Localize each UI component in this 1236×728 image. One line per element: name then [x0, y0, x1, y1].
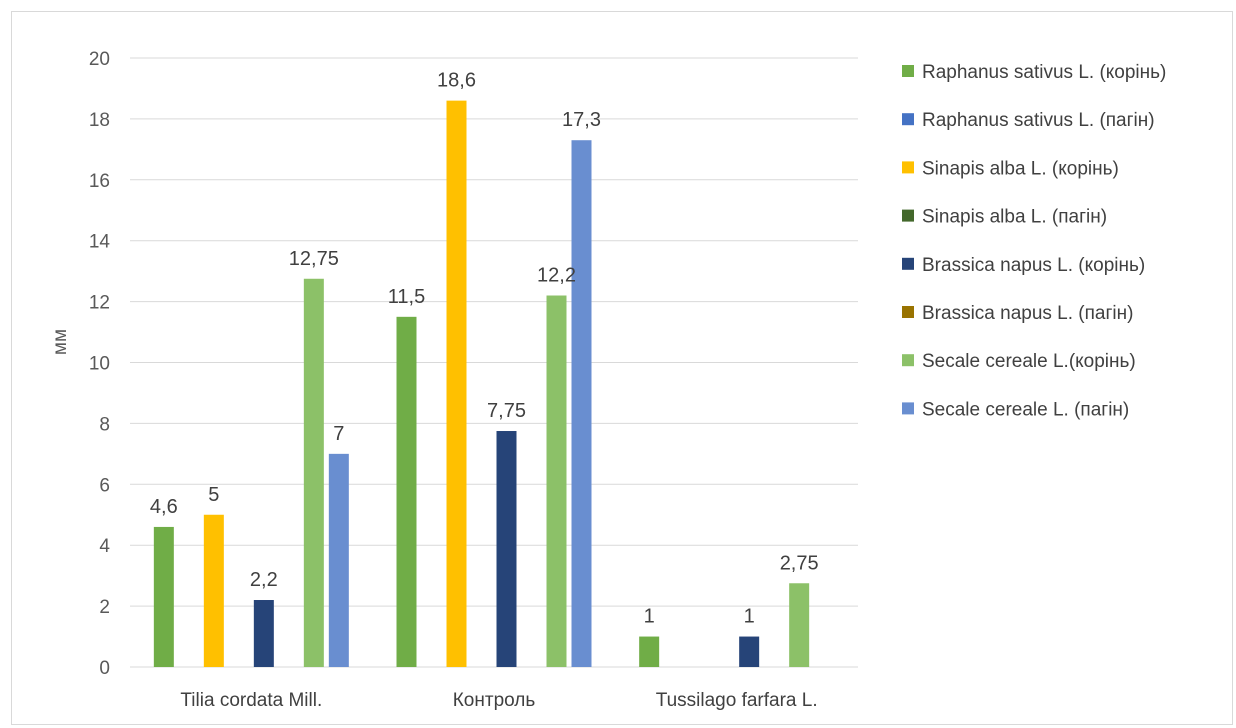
- legend-swatch: [902, 209, 914, 222]
- bar: [328, 453, 349, 667]
- bar: [639, 636, 660, 667]
- data-label: 17,3: [562, 109, 601, 131]
- bar: [571, 140, 592, 668]
- legend-entry: Sinapis alba L. (пагін): [922, 207, 1107, 228]
- x-axis-categories: Tilia cordata Mill. Контроль Tussilago far…: [180, 690, 817, 711]
- legend-entry: Secale cereale L.(корінь): [922, 351, 1136, 372]
- gridlines: [130, 57, 858, 668]
- x-category-label: Контроль: [453, 690, 536, 711]
- data-label: 2,2: [250, 569, 278, 591]
- data-label: 18,6: [437, 70, 476, 92]
- data-label: 1: [644, 606, 655, 628]
- bar: [303, 278, 324, 667]
- bar: [446, 100, 467, 667]
- bar: [546, 295, 567, 667]
- y-tick-label: 0: [99, 658, 110, 679]
- data-label: 5: [208, 484, 219, 506]
- y-tick-label: 20: [89, 49, 110, 70]
- bar: [396, 316, 417, 667]
- legend-swatch: [902, 306, 914, 318]
- legend-entry: Brassica napus L. (пагін): [922, 303, 1133, 324]
- data-label: 7,75: [487, 400, 526, 422]
- bar: [253, 600, 274, 667]
- data-label: 1: [744, 606, 755, 628]
- legend-entry: Brassica napus L. (корінь): [922, 255, 1145, 276]
- legend-entry: Secale cereale L. (пагін): [922, 399, 1129, 420]
- legend-swatch: [902, 113, 914, 126]
- y-tick-label: 14: [89, 232, 111, 253]
- data-label: 12,2: [537, 265, 576, 287]
- legend-entry: Sinapis alba L. (корінь): [922, 158, 1119, 179]
- x-category-label: Tilia cordata Mill.: [180, 690, 322, 711]
- y-tick-label: 12: [89, 293, 110, 314]
- data-label: 4,6: [150, 496, 178, 518]
- y-tick-label: 6: [99, 475, 110, 496]
- y-axis-label: мм: [50, 329, 71, 355]
- legend-swatch: [902, 257, 914, 270]
- data-label: 2,75: [780, 552, 819, 574]
- data-label: 11,5: [388, 286, 425, 308]
- x-category-label: Tussilago farfara L.: [656, 690, 818, 711]
- legend-swatch: [902, 65, 914, 77]
- bar: [739, 636, 760, 667]
- legend-swatch: [902, 402, 914, 415]
- legend-swatch: [902, 354, 914, 367]
- legend-entry: Raphanus sativus L. (корінь): [922, 62, 1166, 83]
- y-axis-ticks: 0 2 4 6 8 10 12 14 16 18 20: [89, 49, 111, 679]
- bar: [789, 583, 810, 667]
- y-tick-label: 18: [89, 110, 110, 131]
- data-label: 7: [333, 423, 344, 445]
- bar: [496, 431, 517, 667]
- y-tick-label: 4: [99, 536, 110, 557]
- y-tick-label: 8: [99, 414, 110, 435]
- legend-entry: Raphanus sativus L. (пагін): [922, 110, 1155, 131]
- y-tick-label: 10: [89, 354, 110, 375]
- bar: [203, 514, 224, 667]
- bars: [153, 100, 810, 668]
- bar: [153, 526, 174, 667]
- legend-swatch: [902, 161, 914, 174]
- y-tick-label: 2: [99, 597, 110, 618]
- y-tick-label: 16: [89, 171, 110, 192]
- legend: Raphanus sativus L. (корінь) Raphanus sat…: [902, 62, 1166, 420]
- data-label: 12,75: [289, 248, 339, 270]
